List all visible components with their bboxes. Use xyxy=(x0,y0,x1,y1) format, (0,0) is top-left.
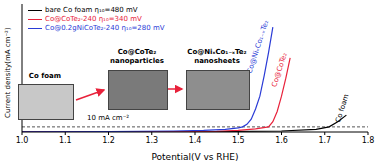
svg-text:1.6: 1.6 xyxy=(275,136,288,145)
svg-text:1.4: 1.4 xyxy=(189,136,202,145)
html-text:Co@CoTe₂: Co@CoTe₂ xyxy=(117,48,157,56)
svg-text:1.2: 1.2 xyxy=(102,136,115,145)
html-text:Co@NiₓCo₁₋ₓTe₂: Co@NiₓCo₁₋ₓTe₂ xyxy=(187,48,247,56)
svg-text:1.0: 1.0 xyxy=(16,136,29,145)
html-text:Co@0.2gNiCoTe₂-240 η₁₀=280 mV: Co@0.2gNiCoTe₂-240 η₁₀=280 mV xyxy=(45,24,165,32)
svg-text:Potential(V vs RHE): Potential(V vs RHE) xyxy=(151,152,238,162)
svg-text:Current density(mA cm⁻²): Current density(mA cm⁻²) xyxy=(8,27,12,118)
svg-text:1.3: 1.3 xyxy=(145,136,158,145)
html-text:nanosheets: nanosheets xyxy=(194,57,240,65)
html-text:Co foam: Co foam xyxy=(28,72,62,80)
svg-text:Co@CoTe₂: Co@CoTe₂ xyxy=(270,52,289,88)
html-text:nanoparticles: nanoparticles xyxy=(110,57,164,65)
svg-text:1.8: 1.8 xyxy=(362,136,370,145)
svg-text:Co foam: Co foam xyxy=(334,93,351,123)
svg-text:1.7: 1.7 xyxy=(318,136,331,145)
html-text:Co@CoTe₂-240 η₁₀=340 mV: Co@CoTe₂-240 η₁₀=340 mV xyxy=(45,15,142,23)
svg-text:10 mA cm⁻²: 10 mA cm⁻² xyxy=(87,114,129,122)
html-text:bare Co foam η₁₀=480 mV: bare Co foam η₁₀=480 mV xyxy=(45,6,138,14)
svg-text:Co@NiₓCo₁₋ₓTe₂: Co@NiₓCo₁₋ₓTe₂ xyxy=(246,19,271,74)
svg-text:1.5: 1.5 xyxy=(232,136,245,145)
svg-text:1.1: 1.1 xyxy=(59,136,72,145)
